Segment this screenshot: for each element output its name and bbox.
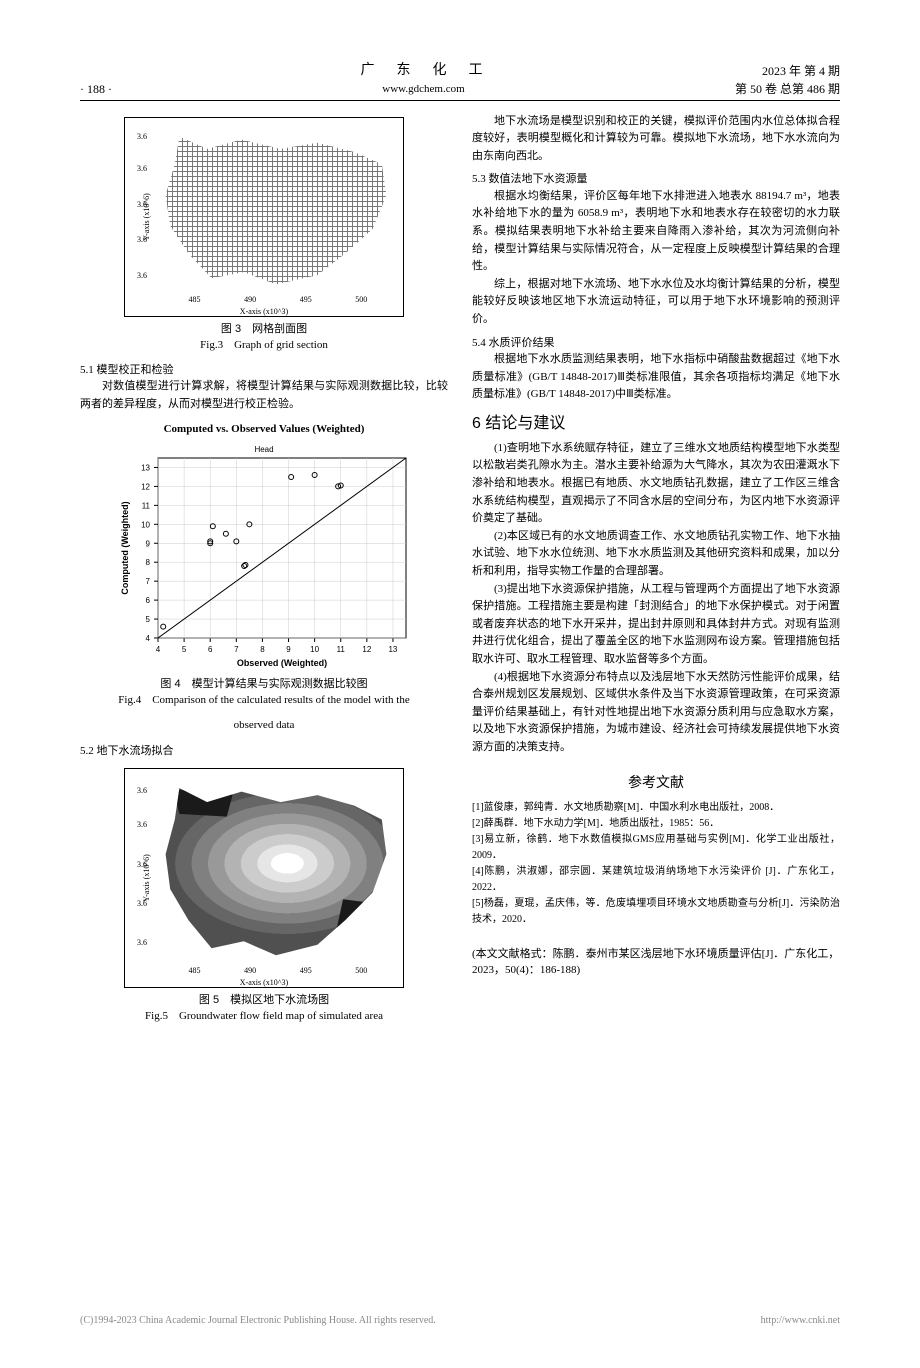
footer-copyright: (C)1994-2023 China Academic Journal Elec… xyxy=(80,1313,436,1328)
references-list: [1]蓝俊康，郭纯青．水文地质勘察[M]．中国水利水电出版社，2008．[2]薛… xyxy=(472,800,840,928)
fig5-ytick: 3.6 xyxy=(137,898,147,910)
contour-map-region xyxy=(161,785,391,959)
svg-text:11: 11 xyxy=(337,645,346,654)
page-number: · 188 · xyxy=(80,80,112,98)
section-5-1-text: 对数值模型进行计算求解，将模型计算结果与实际观测数据比较，比较两者的差异程度，从… xyxy=(80,378,448,413)
page-footer: (C)1994-2023 China Academic Journal Elec… xyxy=(80,1313,840,1328)
fig3-xtick: 495 xyxy=(300,294,312,306)
right-p3: 综上，根据对地下水流场、地下水水位及水均衡计算结果的分析，模型能较好反映该地区地… xyxy=(472,276,840,329)
two-column-layout: Y-axis (x10^6) X-axis (x10^3) 485 490 49… xyxy=(80,113,840,1033)
fig3-xtick: 490 xyxy=(244,294,256,306)
fig4-caption-en-l2: observed data xyxy=(80,717,448,734)
fig5-xtick: 485 xyxy=(189,965,201,977)
fig5-ytick: 3.6 xyxy=(137,819,147,831)
reference-item: [5]杨磊，夏琨，孟庆伟，等．危废填埋项目环境水文地质勘查与分析[J]．污染防治… xyxy=(472,896,840,928)
fig5-caption-cn: 图 5 模拟区地下水流场图 xyxy=(80,992,448,1009)
fig3-ytick: 3.6 xyxy=(137,199,147,211)
figure-5-flow-map: Y-axis (x10^6) X-axis (x10^3) 485 490 49… xyxy=(124,768,404,988)
fig4-scatter-chart: Head 4 5 6 7 8 9 10 11 12 13 4 5 6 7 8 9 10 11 12 13 Observed… xyxy=(109,442,419,672)
fig3-caption-cn: 图 3 网格剖面图 xyxy=(80,321,448,338)
svg-text:4: 4 xyxy=(156,645,161,654)
svg-text:7: 7 xyxy=(234,645,239,654)
svg-text:Computed (Weighted): Computed (Weighted) xyxy=(120,501,130,594)
header-right: 2023 年 第 4 期 第 50 卷 总第 486 期 xyxy=(735,62,840,98)
right-p4: 根据地下水水质监测结果表明，地下水指标中硝酸盐数据超过《地下水质量标准》(GB/… xyxy=(472,351,840,404)
citation-format: (本文文献格式：陈鹏．泰州市某区浅层地下水环境质量评估[J]．广东化工，2023… xyxy=(472,946,840,979)
svg-text:6: 6 xyxy=(146,596,151,605)
journal-title-cn: 广 东 化 工 xyxy=(112,60,735,81)
volume-info: 第 50 卷 总第 486 期 xyxy=(735,80,840,98)
fig3-ytick: 3.6 xyxy=(137,234,147,246)
svg-text:4: 4 xyxy=(146,634,151,643)
fig5-xlabel: X-axis (x10^3) xyxy=(240,977,288,989)
fig5-caption-en: Fig.5 Groundwater flow field map of simu… xyxy=(80,1008,448,1025)
right-column: 地下水流场是模型识别和校正的关键，模拟评价范围内水位总体拟合程度较好，表明模型概… xyxy=(472,113,840,1033)
svg-text:9: 9 xyxy=(146,539,151,548)
reference-item: [1]蓝俊康，郭纯青．水文地质勘察[M]．中国水利水电出版社，2008． xyxy=(472,800,840,816)
svg-text:5: 5 xyxy=(146,615,151,624)
section-5-2-heading: 5.2 地下水流场拟合 xyxy=(80,743,448,760)
conclusion-1: (1)查明地下水系统赋存特征，建立了三维水文地质结构模型地下水类型以松散岩类孔隙… xyxy=(472,440,840,528)
fig5-ytick: 3.6 xyxy=(137,859,147,871)
svg-text:9: 9 xyxy=(286,645,291,654)
left-column: Y-axis (x10^6) X-axis (x10^3) 485 490 49… xyxy=(80,113,448,1033)
svg-text:10: 10 xyxy=(141,520,150,529)
fig4-caption-cn: 图 4 模型计算结果与实际观测数据比较图 xyxy=(80,676,448,693)
journal-url: www.gdchem.com xyxy=(112,81,735,98)
fig4-caption-en-l1: Fig.4 Comparison of the calculated resul… xyxy=(80,692,448,709)
reference-item: [3]易立新，徐鹤．地下水数值模拟GMS应用基础与实例[M]．化学工业出版社，2… xyxy=(472,832,840,864)
svg-text:8: 8 xyxy=(146,558,151,567)
fig3-xtick: 485 xyxy=(189,294,201,306)
dark-region-nw xyxy=(173,789,232,817)
fig3-ytick: 3.6 xyxy=(137,163,147,175)
section-6-heading: 6 结论与建议 xyxy=(472,412,840,436)
section-5-3-heading: 5.3 数值法地下水资源量 xyxy=(472,171,840,188)
grid-map-region xyxy=(161,134,391,288)
references-heading: 参考文献 xyxy=(472,773,840,794)
right-p1: 地下水流场是模型识别和校正的关键，模拟评价范围内水位总体拟合程度较好，表明模型概… xyxy=(472,113,840,166)
svg-text:8: 8 xyxy=(260,645,265,654)
svg-text:12: 12 xyxy=(141,482,150,491)
svg-text:11: 11 xyxy=(142,501,151,510)
fig4-chart-title: Computed vs. Observed Values (Weighted) xyxy=(80,421,448,438)
fig5-xtick: 495 xyxy=(300,965,312,977)
svg-text:5: 5 xyxy=(182,645,187,654)
footer-url: http://www.cnki.net xyxy=(761,1313,840,1328)
conclusion-3: (3)提出地下水资源保护措施，从工程与管理两个方面提出了地下水资源保护措施。工程… xyxy=(472,581,840,669)
reference-item: [2]薛禹群．地下水动力学[M]．地质出版社，1985：56． xyxy=(472,816,840,832)
conclusion-4: (4)根据地下水资源分布特点以及浅层地下水天然防污性能评价成果，结合泰州规划区发… xyxy=(472,669,840,757)
svg-text:13: 13 xyxy=(141,463,150,472)
svg-text:6: 6 xyxy=(208,645,213,654)
fig3-xtick: 500 xyxy=(355,294,367,306)
fig5-xtick: 490 xyxy=(244,965,256,977)
conclusion-2: (2)本区域已有的水文地质调查工作、水文地质钻孔实物工作、地下水抽水试验、地下水… xyxy=(472,528,840,581)
fig3-ytick: 3.6 xyxy=(137,131,147,143)
scatter-svg: Head 4 5 6 7 8 9 10 11 12 13 4 5 6 7 8 9 10 11 12 13 Observed… xyxy=(114,442,414,672)
figure-3-grid-map: Y-axis (x10^6) X-axis (x10^3) 485 490 49… xyxy=(124,117,404,317)
fig3-ytick: 3.6 xyxy=(137,270,147,282)
svg-text:7: 7 xyxy=(146,577,151,586)
svg-text:12: 12 xyxy=(362,645,371,654)
page-header: · 188 · 广 东 化 工 www.gdchem.com 2023 年 第 … xyxy=(80,60,840,101)
svg-text:Head: Head xyxy=(254,445,273,454)
reference-item: [4]陈鹏，洪淑娜，邵宗圆．某建筑垃圾消纳场地下水污染评价 [J]．广东化工，2… xyxy=(472,864,840,896)
svg-text:10: 10 xyxy=(310,645,319,654)
section-5-4-heading: 5.4 水质评价结果 xyxy=(472,335,840,352)
fig5-ytick: 3.6 xyxy=(137,937,147,949)
fig3-caption-en: Fig.3 Graph of grid section xyxy=(80,337,448,354)
dark-region-se xyxy=(333,899,383,951)
fig3-xlabel: X-axis (x10^3) xyxy=(240,306,288,318)
section-5-1-heading: 5.1 模型校正和检验 xyxy=(80,362,448,379)
fig5-xtick: 500 xyxy=(355,965,367,977)
svg-text:Observed (Weighted): Observed (Weighted) xyxy=(237,658,327,668)
right-p2: 根据水均衡结果，评价区每年地下水排泄进入地表水 88194.7 m³，地表水补给… xyxy=(472,188,840,276)
svg-text:13: 13 xyxy=(388,645,397,654)
fig5-ytick: 3.6 xyxy=(137,785,147,797)
issue-year: 2023 年 第 4 期 xyxy=(735,62,840,80)
header-center: 广 东 化 工 www.gdchem.com xyxy=(112,60,735,98)
